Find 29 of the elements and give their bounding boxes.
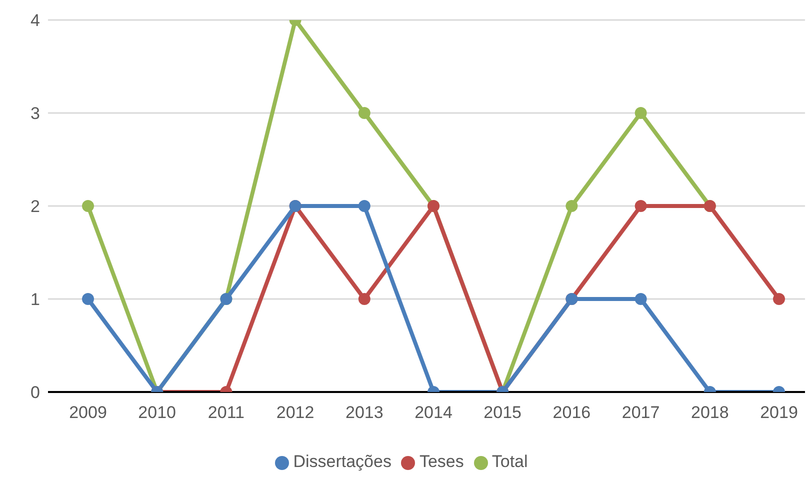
- y-tick-label: 2: [30, 197, 40, 216]
- x-tick-label: 2010: [138, 403, 176, 422]
- x-tick-label: 2009: [69, 403, 107, 422]
- point: [358, 200, 370, 212]
- point: [358, 293, 370, 305]
- point: [358, 107, 370, 119]
- x-tick-label: 2018: [690, 403, 729, 422]
- x-tick-label: 2017: [622, 403, 660, 422]
- legend-label: Teses: [419, 452, 464, 471]
- y-tick-label: 3: [30, 104, 40, 124]
- point: [634, 200, 647, 212]
- point: [566, 200, 578, 212]
- x-tick-label: 2019: [760, 403, 798, 422]
- y-tick-label: 1: [30, 290, 40, 310]
- x-tick-label: 2013: [345, 403, 384, 422]
- point: [82, 200, 94, 212]
- x-tick-label: 2011: [208, 403, 244, 422]
- y-tick-label: 0: [30, 383, 40, 402]
- point: [634, 107, 647, 119]
- legend-label: Dissertações: [293, 452, 392, 471]
- legend-label: Total: [492, 452, 528, 471]
- point: [773, 293, 785, 305]
- point: [634, 293, 647, 305]
- x-tick-label: 2016: [552, 403, 591, 422]
- x-tick-label: 2012: [276, 403, 314, 422]
- x-tick-label: 2015: [484, 403, 522, 422]
- point: [82, 293, 94, 305]
- x-tick-label: 2014: [414, 403, 452, 422]
- y-tick-label: 4: [30, 11, 40, 30]
